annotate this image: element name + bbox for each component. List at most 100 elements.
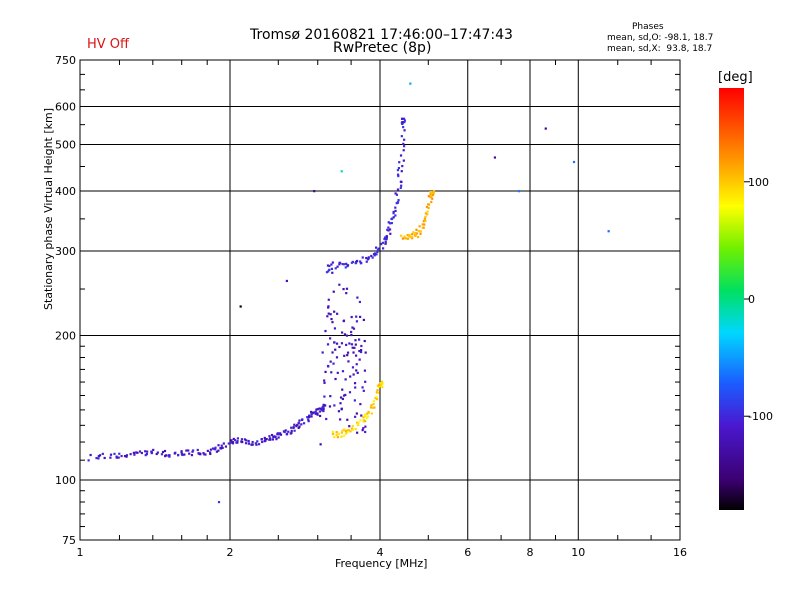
data-point (395, 202, 398, 205)
data-point (236, 441, 239, 444)
data-point (493, 156, 497, 159)
data-point (430, 191, 433, 195)
data-point (260, 438, 263, 441)
data-point (335, 356, 339, 359)
data-point (217, 500, 221, 504)
y-tick-label: 400 (55, 185, 76, 198)
data-point (350, 343, 354, 346)
data-point (327, 305, 330, 308)
data-point (302, 422, 306, 425)
data-point (397, 166, 401, 170)
data-point (206, 449, 209, 452)
data-point (354, 415, 357, 418)
data-point (356, 296, 359, 299)
data-point (318, 410, 322, 413)
data-point (365, 260, 368, 263)
data-point (275, 438, 278, 441)
y-tick-labels: 75 100 200 300 400 500 600 750 (55, 54, 76, 547)
data-point (146, 450, 149, 453)
data-point (245, 439, 248, 442)
data-point (285, 432, 289, 435)
data-point (403, 235, 406, 238)
data-point (390, 221, 393, 225)
data-point (339, 396, 343, 399)
data-point (375, 253, 378, 256)
data-point (353, 399, 356, 402)
data-point (346, 429, 349, 432)
x-tick-label: 8 (527, 546, 534, 559)
data-point (361, 429, 364, 432)
data-point (427, 203, 431, 206)
data-point (387, 229, 390, 232)
data-point (331, 351, 334, 354)
data-point (396, 169, 400, 172)
data-point (359, 350, 363, 354)
data-point (370, 404, 373, 407)
data-point (381, 382, 384, 385)
data-point (406, 237, 409, 240)
data-point (367, 410, 370, 414)
data-point (247, 439, 250, 443)
data-point (319, 407, 322, 410)
data-point (342, 287, 345, 291)
colorbar-unit-label: [deg] (718, 70, 753, 85)
data-point (376, 250, 379, 254)
data-point (424, 219, 427, 222)
data-point (366, 415, 370, 418)
data-point (339, 418, 342, 421)
colorbar-ticks: 100 0 -100 (744, 176, 773, 423)
phases-title: Phases (632, 22, 664, 32)
data-point (371, 406, 375, 409)
data-point (277, 436, 280, 439)
data-point (160, 453, 164, 456)
data-point (358, 300, 362, 304)
data-point (414, 232, 417, 235)
data-point (350, 427, 354, 430)
data-point (355, 320, 359, 323)
data-point (334, 377, 337, 381)
data-point (140, 451, 143, 455)
data-point (254, 442, 257, 445)
data-point (335, 433, 338, 436)
data-point (233, 438, 237, 442)
data-point (98, 454, 102, 457)
data-point (373, 406, 376, 409)
data-point (310, 413, 313, 416)
data-point (185, 449, 188, 452)
data-point (394, 206, 397, 209)
data-point (388, 222, 392, 225)
data-point (337, 410, 341, 413)
data-point (359, 403, 362, 406)
y-tick-label: 300 (55, 245, 76, 258)
data-point (351, 366, 355, 369)
data-point (358, 349, 361, 353)
data-point (370, 254, 373, 258)
data-point (263, 436, 266, 440)
data-point (400, 135, 403, 138)
data-point (345, 262, 348, 265)
data-point (378, 383, 381, 386)
data-point (338, 263, 341, 266)
data-point (356, 421, 359, 424)
data-point (125, 455, 128, 458)
data-point (306, 416, 309, 419)
x-axis-label: Frequency [MHz] (335, 557, 428, 570)
data-point (412, 231, 415, 234)
data-point (289, 432, 292, 435)
data-point (217, 444, 220, 447)
x-tick-label: 6 (464, 546, 471, 559)
data-point (427, 195, 430, 198)
data-point (292, 426, 295, 429)
data-point (251, 443, 254, 446)
data-point (355, 369, 358, 372)
data-point (359, 260, 362, 263)
data-point (257, 443, 261, 446)
data-point (101, 452, 104, 455)
data-point (333, 404, 336, 407)
data-point (416, 235, 420, 239)
data-point (372, 402, 375, 406)
data-point (377, 247, 380, 250)
data-point (113, 452, 116, 455)
data-point (164, 454, 168, 457)
data-point (401, 164, 404, 168)
